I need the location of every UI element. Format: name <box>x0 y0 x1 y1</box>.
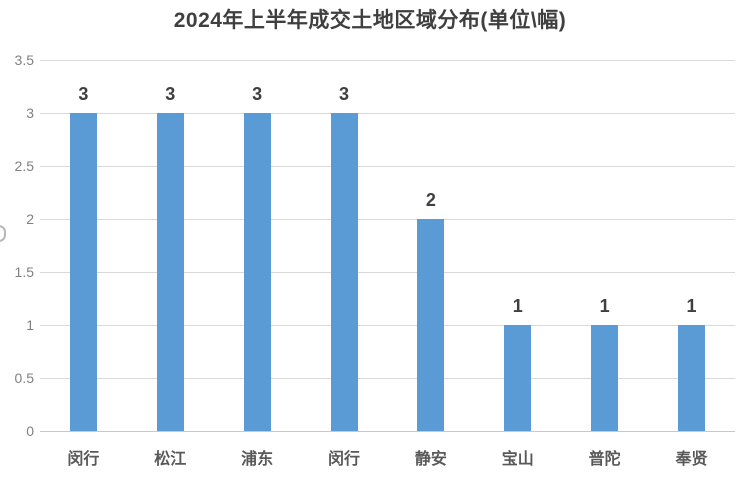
bar-value-label: 1 <box>512 296 523 316</box>
bar-value-label: 3 <box>252 84 263 104</box>
bar-value-label: 3 <box>339 84 350 104</box>
bar <box>417 219 445 431</box>
bar <box>69 113 97 431</box>
bar <box>330 113 358 431</box>
bar-value-label: 1 <box>686 296 697 316</box>
x-category-label: 浦东 <box>241 451 274 468</box>
cropped-y-axis-label-fragment <box>0 225 6 242</box>
gridline <box>40 112 735 114</box>
x-category-label: 普陀 <box>588 451 621 468</box>
gridline <box>40 271 735 273</box>
y-tick-label: 1.5 <box>14 264 34 280</box>
bar-value-label: 1 <box>599 296 610 316</box>
y-tick-label: 0.5 <box>14 370 34 386</box>
gridline <box>40 218 735 220</box>
bar <box>678 325 706 431</box>
bar <box>504 325 532 431</box>
bar <box>243 113 271 431</box>
x-category-label: 松江 <box>154 451 187 468</box>
gridline <box>40 165 735 167</box>
y-tick-label: 1 <box>26 317 34 333</box>
plot-area <box>40 59 735 432</box>
y-tick-label: 3.5 <box>14 52 34 68</box>
y-tick-label: 0 <box>26 423 34 439</box>
gridline <box>40 430 735 432</box>
y-tick-label: 2 <box>26 211 34 227</box>
gridline <box>40 324 735 326</box>
bar-value-label: 3 <box>165 84 176 104</box>
x-category-label: 奉贤 <box>675 451 708 468</box>
bar-value-label: 3 <box>78 84 89 104</box>
chart-title: 2024年上半年成交土地区域分布(单位\幅) <box>173 9 567 32</box>
x-category-label: 宝山 <box>501 451 534 468</box>
y-tick-label: 2.5 <box>14 158 34 174</box>
x-category-label: 静安 <box>414 451 447 468</box>
x-category-label: 闵行 <box>328 451 361 468</box>
gridline <box>40 59 735 61</box>
bar <box>156 113 184 431</box>
gridline <box>40 377 735 379</box>
bar-value-label: 2 <box>425 190 436 210</box>
y-tick-label: 3 <box>26 105 34 121</box>
bar <box>591 325 619 431</box>
x-category-label: 闵行 <box>67 451 100 468</box>
